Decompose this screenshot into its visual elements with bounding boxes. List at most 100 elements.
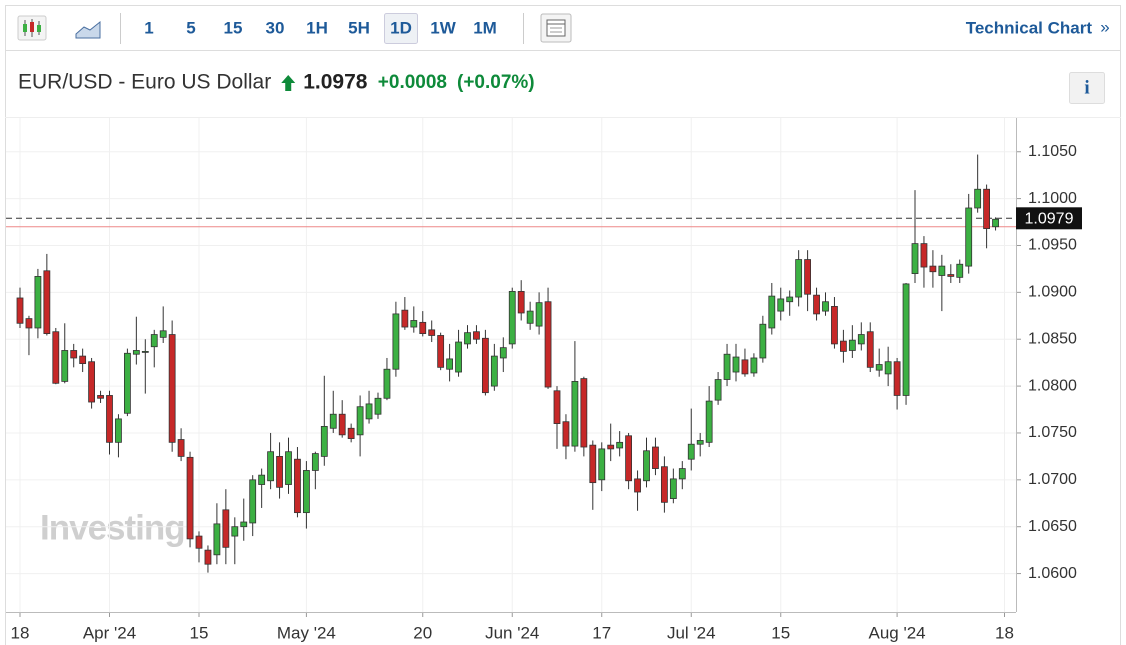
candle-body bbox=[320, 425, 328, 457]
candle-body bbox=[705, 400, 713, 443]
candle-body bbox=[920, 243, 928, 268]
candle-body bbox=[329, 413, 337, 429]
candle-body bbox=[446, 358, 454, 370]
candle-body bbox=[723, 353, 731, 380]
interval-button[interactable]: 5H bbox=[348, 18, 370, 37]
candle-body bbox=[857, 334, 865, 345]
interval-button[interactable]: 1H bbox=[306, 18, 328, 37]
y-tick-label: 1.0850 bbox=[1028, 330, 1077, 347]
candle-body bbox=[634, 478, 641, 493]
technical-chart-link[interactable]: Technical Chart bbox=[966, 18, 1093, 37]
candle-body bbox=[983, 188, 990, 230]
interval-button[interactable]: 1 bbox=[144, 18, 153, 37]
table-icon[interactable] bbox=[540, 13, 572, 43]
candle-body bbox=[356, 406, 364, 436]
candle-body bbox=[992, 218, 999, 228]
candle-body bbox=[204, 549, 212, 565]
link-chevron[interactable]: » bbox=[1100, 17, 1109, 36]
candle-body bbox=[177, 439, 185, 457]
candle-body bbox=[258, 474, 266, 485]
candle-body bbox=[777, 298, 785, 312]
candle-body bbox=[822, 301, 829, 312]
x-tick-label: 18 bbox=[995, 623, 1014, 642]
candle-body bbox=[106, 395, 113, 443]
candle-body bbox=[875, 364, 883, 371]
chart-title: EUR/USD - Euro US Dollar bbox=[18, 71, 271, 94]
x-tick-label: 15 bbox=[190, 623, 209, 642]
candle-body bbox=[97, 395, 104, 399]
candle-body bbox=[616, 441, 624, 449]
candle-body bbox=[374, 397, 382, 415]
candle-body bbox=[285, 451, 292, 485]
candle-body bbox=[428, 329, 436, 336]
y-tick-label: 1.0650 bbox=[1028, 518, 1077, 535]
candle-body bbox=[132, 350, 140, 355]
candle-body bbox=[813, 294, 820, 315]
x-tick-label: May '24 bbox=[277, 623, 336, 642]
interval-button[interactable]: 5 bbox=[186, 18, 195, 37]
candle-body bbox=[231, 526, 239, 537]
x-tick-label: Aug '24 bbox=[869, 623, 926, 642]
change: +0.0008 bbox=[378, 72, 447, 93]
candle-body bbox=[714, 379, 722, 401]
candle-body bbox=[410, 320, 418, 328]
candle-body bbox=[893, 361, 901, 396]
candle-body bbox=[732, 356, 740, 373]
candle-body bbox=[598, 448, 606, 481]
candle-body bbox=[115, 418, 122, 443]
candle-body bbox=[499, 347, 507, 359]
candle-body bbox=[464, 332, 471, 345]
x-tick-label: Jun '24 bbox=[485, 623, 539, 642]
x-tick-label: 17 bbox=[592, 623, 611, 642]
candle-icon[interactable] bbox=[17, 15, 47, 41]
candle-body bbox=[965, 207, 973, 267]
candle-body bbox=[866, 331, 874, 368]
y-tick-label: 1.0600 bbox=[1028, 565, 1077, 582]
candle-body bbox=[580, 378, 588, 448]
icon-body bbox=[23, 24, 27, 32]
candle-body bbox=[884, 361, 892, 375]
candle-body bbox=[249, 479, 257, 524]
candle-body bbox=[589, 444, 597, 484]
plot: 18 Apr '24 15 May '24 20 Jun '24 17 Jul '24 15 Au… bbox=[6, 118, 1082, 642]
interval-button[interactable]: 1D bbox=[390, 18, 412, 37]
candle-body bbox=[535, 302, 543, 327]
candle-body bbox=[786, 296, 794, 303]
candle-body bbox=[240, 521, 248, 528]
candle-body bbox=[124, 352, 131, 414]
candle-body bbox=[222, 509, 230, 548]
candle-body bbox=[804, 259, 811, 295]
candle-body bbox=[553, 390, 561, 424]
candle-body bbox=[571, 381, 579, 447]
y-tick-label: 1.0950 bbox=[1028, 237, 1077, 254]
candle-body bbox=[347, 427, 355, 439]
price: 1.0978 bbox=[303, 71, 368, 94]
candle-body bbox=[159, 330, 167, 338]
interval-button[interactable]: 15 bbox=[224, 18, 243, 37]
candle-body bbox=[311, 453, 319, 471]
candle-body bbox=[759, 323, 767, 359]
candle-body bbox=[911, 243, 919, 275]
info-button-bg[interactable] bbox=[1069, 72, 1105, 104]
y-tick-label: 1.1050 bbox=[1028, 143, 1077, 160]
candle-body bbox=[902, 283, 910, 396]
x-tick-label: 18 bbox=[11, 623, 30, 642]
candle-body bbox=[88, 361, 95, 403]
candle-body bbox=[741, 359, 749, 375]
area-icon[interactable] bbox=[75, 20, 101, 39]
y-tick-label: 1.0700 bbox=[1028, 471, 1077, 488]
candle-body bbox=[61, 350, 69, 382]
candle-body bbox=[195, 535, 203, 549]
watermark: Investing bbox=[40, 508, 185, 547]
x-tick-label: Jul '24 bbox=[667, 623, 716, 642]
candle-body bbox=[365, 403, 373, 420]
icon-body bbox=[30, 22, 34, 32]
interval-button[interactable]: 1M bbox=[473, 18, 497, 37]
active-interval-bg bbox=[384, 13, 418, 44]
candle-body bbox=[831, 306, 838, 345]
info-button[interactable]: i bbox=[1084, 77, 1089, 98]
interval-button[interactable]: 30 bbox=[266, 18, 285, 37]
candle-body bbox=[687, 443, 695, 460]
interval-button[interactable]: 1W bbox=[430, 18, 456, 37]
